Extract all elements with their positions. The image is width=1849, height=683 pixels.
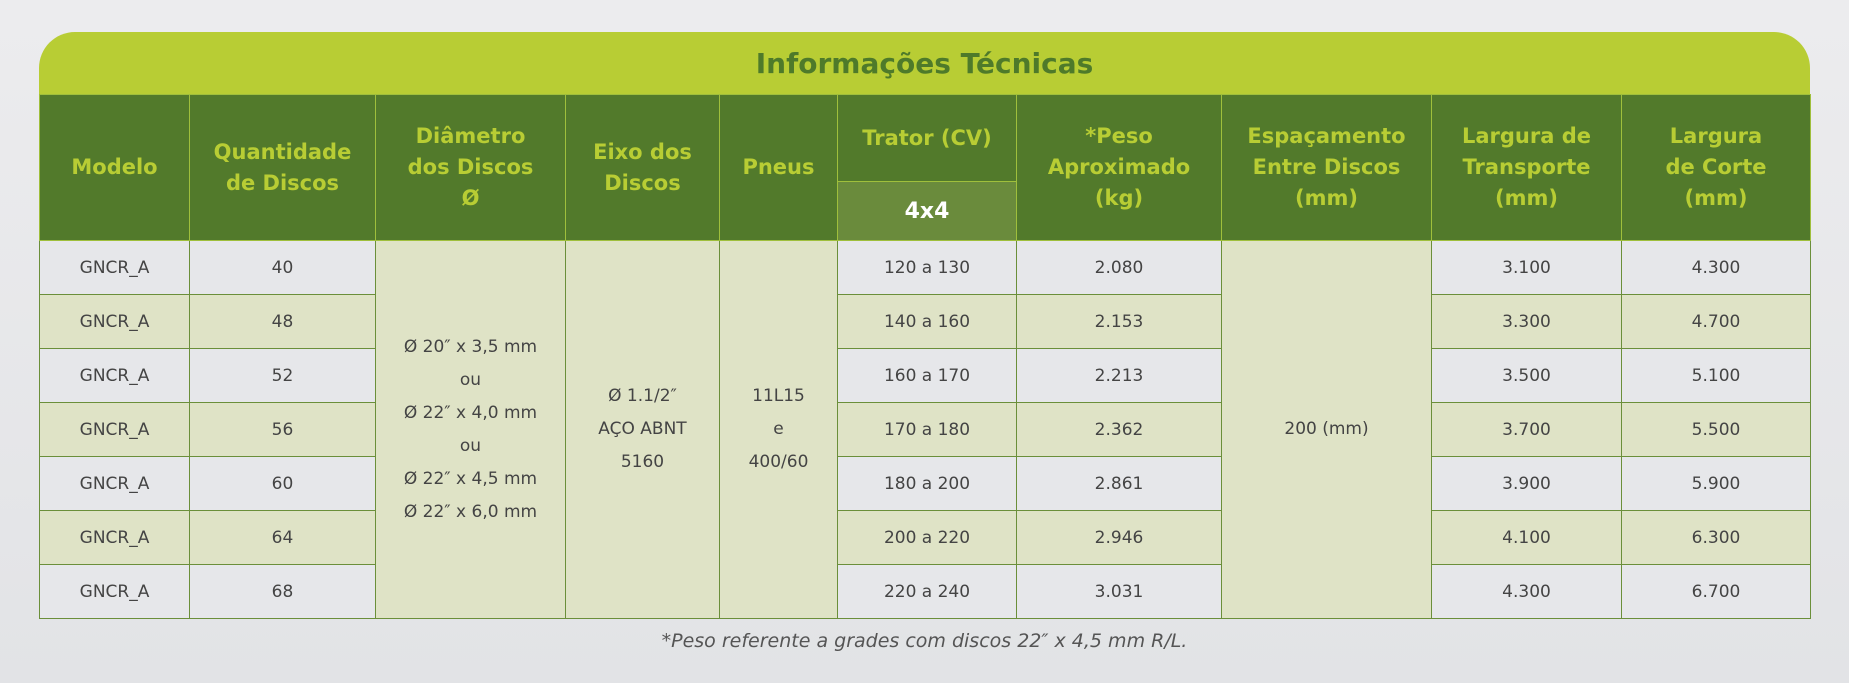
cell-peso: 2.861 <box>1016 456 1222 511</box>
cell-corte: 5.500 <box>1621 402 1811 457</box>
cell-quantidade: 48 <box>189 294 376 349</box>
diametro-line: Ø 22″ x 6,0 mm <box>403 501 538 522</box>
header-line: (mm) <box>1684 186 1748 210</box>
cell-trator: 160 a 170 <box>837 348 1017 403</box>
cell-quantidade: 64 <box>189 510 376 565</box>
pneus-line: 11L15 <box>752 386 805 406</box>
cell-corte: 4.700 <box>1621 294 1811 349</box>
cell-modelo: GNCR_A <box>39 294 190 349</box>
header-line: Entre Discos <box>1252 155 1401 179</box>
cell-trator: 180 a 200 <box>837 456 1017 511</box>
cell-transporte: 3.700 <box>1431 402 1622 457</box>
cell-modelo: GNCR_A <box>39 402 190 457</box>
cell-peso: 2.362 <box>1016 402 1222 457</box>
table-row: GNCR_A 56 170 a 180 2.362 3.700 5.500 <box>39 402 1811 457</box>
header-line: Discos <box>604 170 681 195</box>
cell-trator: 170 a 180 <box>837 402 1017 457</box>
cell-peso: 2.213 <box>1016 348 1222 403</box>
cell-quantidade: 60 <box>189 456 376 511</box>
cell-quantidade: 52 <box>189 348 376 403</box>
header-line: Ø <box>461 186 480 210</box>
header-diametro: Diâmetro dos Discos Ø <box>375 94 566 241</box>
cell-quantidade: 56 <box>189 402 376 457</box>
header-line: Eixo dos <box>593 139 692 164</box>
cell-modelo: GNCR_A <box>39 348 190 403</box>
specs-table: Modelo Quantidade de Discos Diâmetro dos D… <box>39 94 1811 619</box>
cell-peso: 2.153 <box>1016 294 1222 349</box>
header-trator: Trator (CV) <box>837 94 1017 182</box>
table-row: GNCR_A 60 180 a 200 2.861 3.900 5.900 <box>39 456 1811 511</box>
header-quantidade: Quantidade de Discos <box>189 94 376 241</box>
cell-peso: 3.031 <box>1016 564 1222 619</box>
cell-trator: 200 a 220 <box>837 510 1017 565</box>
footnote: *Peso referente a grades com discos 22″ … <box>661 630 1188 652</box>
cell-quantidade: 68 <box>189 564 376 619</box>
cell-transporte: 3.300 <box>1431 294 1622 349</box>
table-row: GNCR_A 64 200 a 220 2.946 4.100 6.300 <box>39 510 1811 565</box>
header-transporte: Largura de Transporte (mm) <box>1431 94 1622 241</box>
cell-transporte: 3.100 <box>1431 240 1622 295</box>
cell-corte: 5.100 <box>1621 348 1811 403</box>
cell-transporte: 4.300 <box>1431 564 1622 619</box>
header-line: de Corte <box>1665 155 1767 179</box>
cell-peso: 2.946 <box>1016 510 1222 565</box>
header-trator-4x4: 4x4 <box>837 181 1017 241</box>
header-line: Largura <box>1669 124 1763 148</box>
table-title: Informações Técnicas <box>39 32 1810 94</box>
diametro-line: Ø 22″ x 4,5 mm <box>403 468 538 489</box>
header-line: Transporte <box>1462 155 1591 179</box>
cell-trator: 120 a 130 <box>837 240 1017 295</box>
table-row: GNCR_A 52 160 a 170 2.213 3.500 5.100 <box>39 348 1811 403</box>
header-line: Diâmetro <box>415 124 526 148</box>
header-peso: *Peso Aproximado (kg) <box>1016 94 1222 241</box>
header-modelo: Modelo <box>39 94 190 241</box>
cell-corte: 5.900 <box>1621 456 1811 511</box>
table-row: GNCR_A 48 140 a 160 2.153 3.300 4.700 <box>39 294 1811 349</box>
cell-transporte: 4.100 <box>1431 510 1622 565</box>
table-row: GNCR_A 40 Ø 20″ x 3,5 mm ou Ø 22″ x 4,0 mm o… <box>39 240 1811 619</box>
diametro-line: Ø 20″ x 3,5 mm <box>403 336 538 357</box>
cell-modelo: GNCR_A <box>39 456 190 511</box>
cell-transporte: 3.500 <box>1431 348 1622 403</box>
eixo-line: 5160 <box>620 452 665 472</box>
cell-corte: 4.300 <box>1621 240 1811 295</box>
diametro-line: Ø 22″ x 4,0 mm <box>403 402 538 423</box>
header-line: (mm) <box>1295 186 1358 210</box>
diametro-line: ou <box>459 369 482 390</box>
table-row: GNCR_A 68 220 a 240 3.031 4.300 6.700 <box>39 564 1811 619</box>
cell-espacamento: 200 (mm) <box>1221 240 1432 619</box>
header-pneus: Pneus <box>719 94 838 241</box>
header-espacamento: Espaçamento Entre Discos (mm) <box>1221 94 1432 241</box>
header-corte: Largura de Corte (mm) <box>1621 94 1811 241</box>
pneus-line: 400/60 <box>748 452 809 472</box>
header-line: (mm) <box>1495 186 1558 210</box>
cell-diametro: Ø 20″ x 3,5 mm ou Ø 22″ x 4,0 mm ou Ø 22″ x … <box>375 240 566 619</box>
eixo-line: AÇO ABNT <box>598 419 687 439</box>
cell-trator: 140 a 160 <box>837 294 1017 349</box>
cell-modelo: GNCR_A <box>39 510 190 565</box>
cell-transporte: 3.900 <box>1431 456 1622 511</box>
cell-quantidade: 40 <box>189 240 376 295</box>
diametro-line: ou <box>459 435 482 456</box>
specs-card: Informações Técnicas Modelo Quantidade de… <box>39 32 1811 619</box>
eixo-line: Ø 1.1/2″ <box>608 386 677 406</box>
header-eixo: Eixo dos Discos <box>565 94 720 241</box>
cell-modelo: GNCR_A <box>39 240 190 295</box>
cell-peso: 2.080 <box>1016 240 1222 295</box>
cell-modelo: GNCR_A <box>39 564 190 619</box>
header-line: dos Discos <box>407 155 534 179</box>
header-line: Espaçamento <box>1247 124 1406 148</box>
header-line: *Peso <box>1085 124 1153 148</box>
header-line: (kg) <box>1094 186 1144 210</box>
cell-trator: 220 a 240 <box>837 564 1017 619</box>
pneus-line: e <box>773 419 784 439</box>
header-line: Largura de <box>1461 124 1591 148</box>
cell-eixo: Ø 1.1/2″ AÇO ABNT 5160 <box>565 240 720 619</box>
header-line: Aproximado <box>1047 155 1191 179</box>
cell-pneus: 11L15 e 400/60 <box>719 240 838 619</box>
header-line: Quantidade <box>213 139 352 164</box>
header-line: de Discos <box>225 170 340 195</box>
cell-corte: 6.700 <box>1621 564 1811 619</box>
cell-corte: 6.300 <box>1621 510 1811 565</box>
